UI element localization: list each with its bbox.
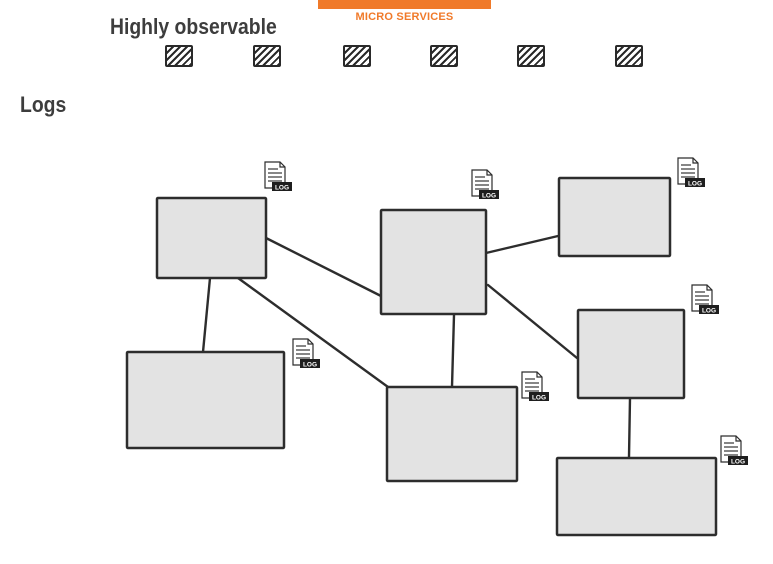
svg-text:LOG: LOG xyxy=(702,307,716,314)
edge-f-g xyxy=(627,396,632,459)
edge-b-e xyxy=(450,313,456,389)
log-file-icon: LOG xyxy=(292,338,321,369)
svg-text:LOG: LOG xyxy=(731,458,745,465)
edge-a-e xyxy=(236,276,390,389)
log-file-icon: LOG xyxy=(691,284,720,315)
edge-b-f xyxy=(486,283,579,360)
log-file-icon: LOG xyxy=(264,161,293,192)
service-box-a xyxy=(155,196,268,280)
heading-logs: Logs xyxy=(20,92,67,117)
banner-bar xyxy=(318,0,491,9)
svg-text:LOG: LOG xyxy=(275,184,289,191)
hatched-square-3 xyxy=(343,45,371,67)
service-box-d xyxy=(125,350,286,450)
svg-text:LOG: LOG xyxy=(688,180,702,187)
banner-label: MICRO SERVICES xyxy=(355,11,454,23)
log-file-icon: LOG xyxy=(677,157,706,188)
heading-highly-observable: Highly observable xyxy=(110,14,277,39)
hatched-square-6 xyxy=(615,45,643,67)
service-box-e xyxy=(385,385,519,483)
service-box-g xyxy=(555,456,718,537)
svg-text:LOG: LOG xyxy=(532,394,546,401)
log-file-icon: LOG xyxy=(521,371,550,402)
svg-text:LOG: LOG xyxy=(482,192,496,199)
log-file-icon: LOG xyxy=(720,435,749,466)
edge-a-d xyxy=(201,276,212,354)
log-file-icon: LOG xyxy=(471,169,500,200)
service-box-f xyxy=(576,308,686,400)
service-box-c xyxy=(557,176,672,258)
hatched-square-1 xyxy=(165,45,193,67)
edge-a-b xyxy=(264,236,383,298)
hatched-square-5 xyxy=(517,45,545,67)
svg-text:LOG: LOG xyxy=(303,361,317,368)
hatched-square-2 xyxy=(253,45,281,67)
service-box-b xyxy=(379,208,488,316)
hatched-square-4 xyxy=(430,45,458,67)
edge-b-c xyxy=(484,234,560,255)
